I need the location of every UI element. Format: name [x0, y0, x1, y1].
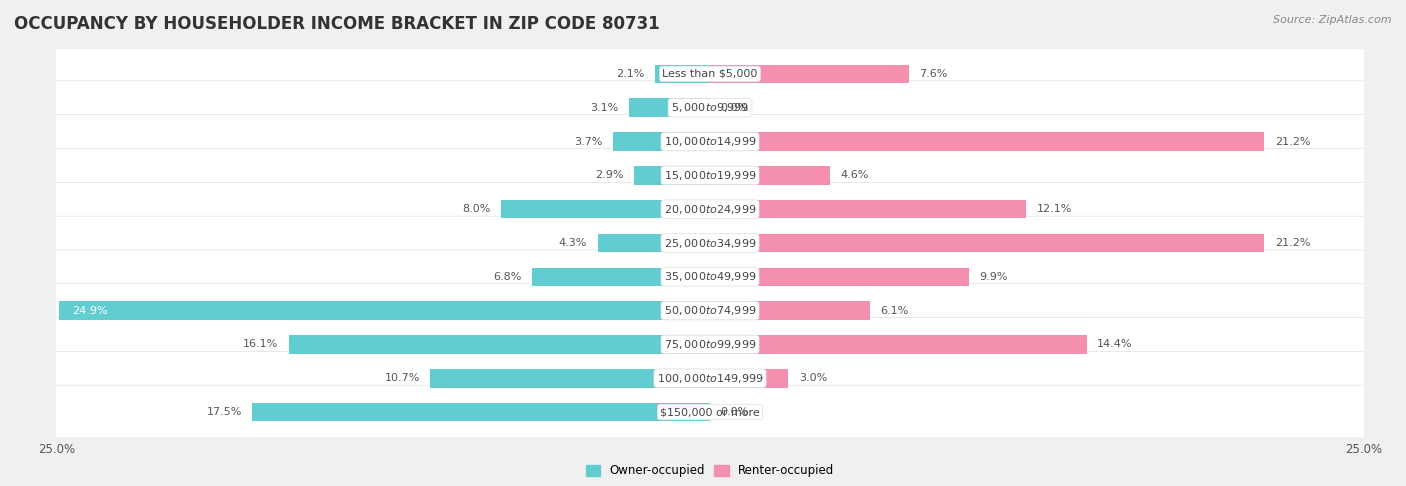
Text: $15,000 to $19,999: $15,000 to $19,999 — [664, 169, 756, 182]
Text: $100,000 to $149,999: $100,000 to $149,999 — [657, 372, 763, 385]
Text: Less than $5,000: Less than $5,000 — [662, 69, 758, 79]
Text: 2.1%: 2.1% — [616, 69, 644, 79]
Text: 8.0%: 8.0% — [463, 204, 491, 214]
Text: $150,000 or more: $150,000 or more — [661, 407, 759, 417]
Text: 17.5%: 17.5% — [207, 407, 242, 417]
Bar — [710, 200, 1026, 219]
Text: 6.1%: 6.1% — [880, 306, 908, 315]
Bar — [710, 369, 789, 387]
Bar — [628, 99, 710, 117]
FancyBboxPatch shape — [41, 182, 1379, 236]
Text: OCCUPANCY BY HOUSEHOLDER INCOME BRACKET IN ZIP CODE 80731: OCCUPANCY BY HOUSEHOLDER INCOME BRACKET … — [14, 15, 659, 33]
Text: 0.0%: 0.0% — [720, 407, 749, 417]
Bar — [710, 335, 1087, 354]
Bar — [613, 132, 710, 151]
Text: 4.6%: 4.6% — [841, 171, 869, 180]
Text: 24.9%: 24.9% — [72, 306, 107, 315]
Text: Source: ZipAtlas.com: Source: ZipAtlas.com — [1274, 15, 1392, 25]
Text: 2.9%: 2.9% — [595, 171, 624, 180]
Text: 21.2%: 21.2% — [1275, 137, 1310, 147]
Text: 7.6%: 7.6% — [920, 69, 948, 79]
Text: 14.4%: 14.4% — [1097, 339, 1133, 349]
Text: 10.7%: 10.7% — [384, 373, 420, 383]
Text: $10,000 to $14,999: $10,000 to $14,999 — [664, 135, 756, 148]
Text: 16.1%: 16.1% — [243, 339, 278, 349]
Legend: Owner-occupied, Renter-occupied: Owner-occupied, Renter-occupied — [581, 460, 839, 482]
Text: $5,000 to $9,999: $5,000 to $9,999 — [671, 101, 749, 114]
Bar — [710, 132, 1264, 151]
Bar — [598, 234, 710, 252]
Text: 21.2%: 21.2% — [1275, 238, 1310, 248]
Text: $25,000 to $34,999: $25,000 to $34,999 — [664, 237, 756, 249]
Text: $20,000 to $24,999: $20,000 to $24,999 — [664, 203, 756, 216]
Bar — [634, 166, 710, 185]
Text: 3.7%: 3.7% — [575, 137, 603, 147]
FancyBboxPatch shape — [41, 115, 1379, 169]
Bar — [655, 65, 710, 83]
FancyBboxPatch shape — [41, 216, 1379, 270]
Bar — [253, 403, 710, 421]
Bar — [430, 369, 710, 387]
Text: 3.1%: 3.1% — [591, 103, 619, 113]
Bar — [710, 234, 1264, 252]
Bar — [710, 166, 831, 185]
Text: 0.0%: 0.0% — [720, 103, 749, 113]
FancyBboxPatch shape — [41, 385, 1379, 439]
FancyBboxPatch shape — [41, 81, 1379, 135]
FancyBboxPatch shape — [41, 47, 1379, 101]
Bar — [710, 267, 969, 286]
Text: 12.1%: 12.1% — [1038, 204, 1073, 214]
FancyBboxPatch shape — [41, 284, 1379, 337]
Text: 6.8%: 6.8% — [494, 272, 522, 282]
Bar — [533, 267, 710, 286]
Text: $50,000 to $74,999: $50,000 to $74,999 — [664, 304, 756, 317]
Text: $75,000 to $99,999: $75,000 to $99,999 — [664, 338, 756, 351]
Bar — [501, 200, 710, 219]
Bar — [290, 335, 710, 354]
FancyBboxPatch shape — [41, 317, 1379, 371]
Text: $35,000 to $49,999: $35,000 to $49,999 — [664, 270, 756, 283]
Bar — [710, 301, 869, 320]
Text: 3.0%: 3.0% — [799, 373, 827, 383]
FancyBboxPatch shape — [41, 149, 1379, 202]
Text: 4.3%: 4.3% — [558, 238, 588, 248]
Bar — [710, 65, 908, 83]
FancyBboxPatch shape — [41, 250, 1379, 304]
Bar — [59, 301, 710, 320]
Text: 9.9%: 9.9% — [980, 272, 1008, 282]
FancyBboxPatch shape — [41, 351, 1379, 405]
